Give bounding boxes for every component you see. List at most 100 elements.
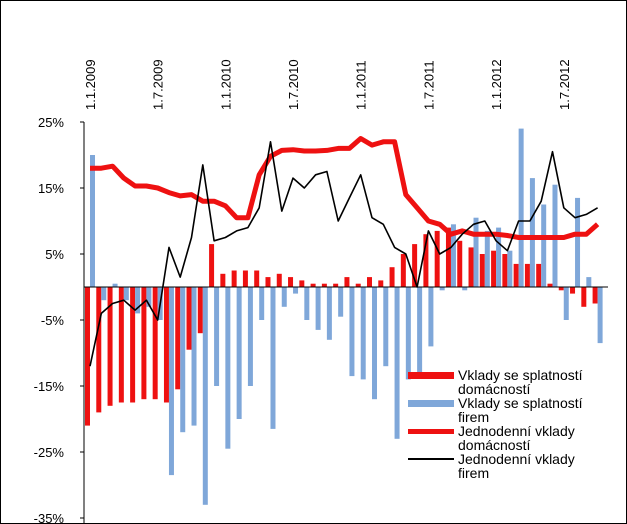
bar (281, 287, 287, 307)
bar (462, 287, 468, 291)
bar (175, 287, 181, 390)
bar (321, 283, 327, 287)
bar (405, 287, 411, 380)
bar (513, 263, 519, 287)
bar (502, 254, 508, 287)
bar (479, 254, 485, 287)
bar (575, 197, 581, 287)
bar (496, 227, 502, 287)
bar (457, 240, 463, 287)
bar (394, 287, 400, 439)
legend-label: Jednodenní vklady firem (458, 451, 575, 481)
y-tick-label: -35% (34, 511, 65, 524)
bar (491, 250, 497, 287)
bar (220, 273, 226, 287)
y-tick-label: 15% (38, 181, 64, 196)
y-tick-label: -25% (34, 445, 65, 460)
legend-item: Jednodenní vklady domácností (408, 424, 620, 452)
legend-label: Vklady se splatností domácností (458, 367, 583, 397)
legend: Vklady se splatností domácností Vklady se… (408, 368, 620, 480)
bar (231, 270, 237, 287)
bar (270, 287, 276, 429)
bar (338, 287, 344, 317)
bar (146, 287, 152, 307)
bar (428, 287, 434, 347)
y-tick-label: -15% (34, 379, 65, 394)
x-tick-label: 1.7.2011 (421, 60, 436, 110)
bar (130, 287, 136, 403)
bar (288, 277, 294, 287)
bar (85, 287, 90, 426)
x-tick-label: 1.1.2011 (354, 60, 369, 110)
bar (214, 287, 220, 386)
bar (417, 287, 423, 373)
bar (445, 227, 451, 287)
bar (592, 287, 598, 304)
x-tick-label: 1.7.2009 (151, 59, 166, 110)
bar (197, 287, 203, 334)
bar (412, 244, 418, 287)
bar (484, 230, 490, 287)
bar (547, 283, 553, 287)
legend-label: Vklady se splatností firem (458, 395, 583, 425)
x-tick-label: 1.1.2010 (218, 59, 233, 110)
bar (434, 230, 440, 287)
legend-item: Vklady se splatností firem (408, 396, 620, 424)
bar (563, 287, 569, 320)
bar (439, 287, 445, 291)
y-tick-label: 5% (45, 247, 64, 262)
bar (536, 263, 542, 287)
legend-item: Vklady se splatností domácností (408, 368, 620, 396)
bar (518, 128, 524, 287)
bar (586, 277, 592, 287)
bar (118, 287, 124, 403)
bar (423, 234, 429, 287)
bar (529, 178, 535, 287)
x-tick-label: 1.7.2010 (286, 59, 301, 110)
bar (597, 287, 603, 344)
x-tick-label: 1.1.2012 (489, 59, 504, 110)
bar (168, 287, 174, 476)
bar (383, 287, 389, 367)
bar (163, 287, 169, 403)
legend-key (408, 368, 458, 382)
bar (304, 287, 310, 320)
bar (570, 287, 576, 294)
legend-label: Jednodenní vklady domácností (458, 423, 575, 453)
bar (450, 224, 456, 287)
y-tick-label: -5% (41, 313, 65, 328)
bar (310, 283, 316, 287)
bar (152, 287, 158, 400)
legend-key (408, 424, 458, 438)
bar (473, 217, 479, 287)
bar (581, 287, 587, 307)
bar (107, 287, 113, 406)
bar (209, 244, 215, 287)
bar (141, 287, 147, 400)
bar (400, 254, 406, 287)
bar (389, 267, 395, 287)
bar (135, 287, 141, 314)
bar (299, 280, 305, 287)
bar (242, 270, 248, 287)
bar (112, 283, 118, 287)
x-tick-label: 1.1.2009 (83, 59, 98, 110)
bar (558, 287, 564, 291)
y-tick-label: 25% (38, 115, 64, 130)
line (89, 141, 599, 367)
bar (247, 287, 253, 386)
bar (367, 277, 372, 287)
legend-item: Jednodenní vklady firem (408, 452, 620, 480)
legend-key (408, 396, 458, 410)
bar (101, 287, 107, 301)
bar (254, 270, 260, 287)
bar (344, 277, 350, 287)
bar (265, 277, 271, 287)
bar (96, 287, 102, 413)
bar (326, 287, 332, 340)
x-tick-label: 1.7.2012 (557, 59, 572, 110)
bar (276, 273, 282, 287)
legend-key (408, 452, 458, 466)
